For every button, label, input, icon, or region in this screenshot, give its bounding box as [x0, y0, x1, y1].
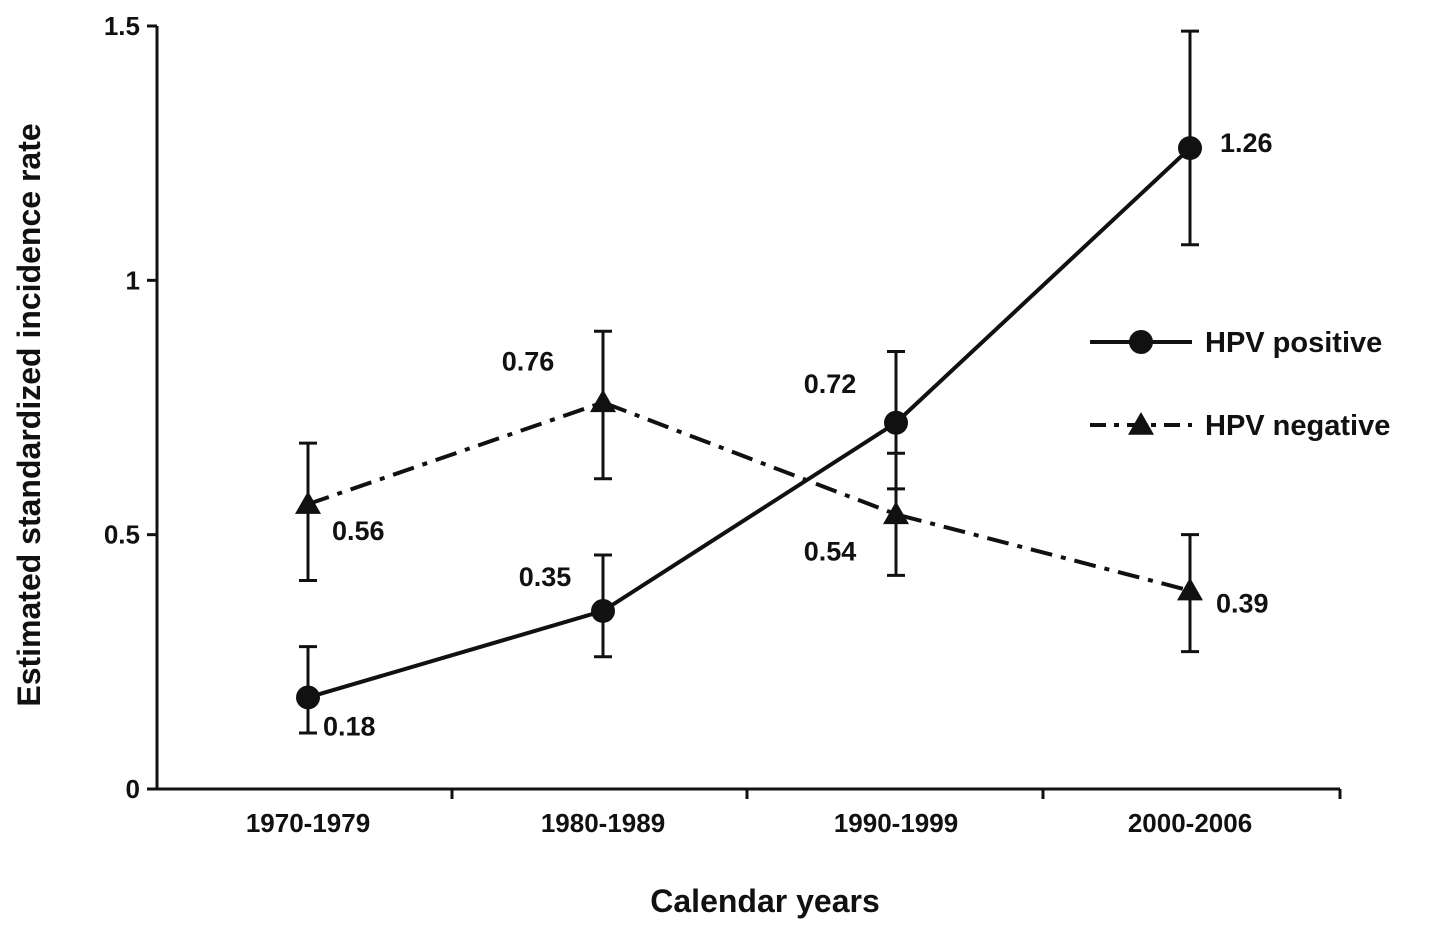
series-hpv-negative	[295, 329, 1203, 654]
x-tick-label: 1990-1999	[834, 808, 958, 838]
circle-marker	[1178, 136, 1202, 161]
y-tick-label: 0.5	[104, 520, 140, 550]
circle-marker	[591, 598, 615, 623]
circle-marker	[296, 685, 320, 710]
series-line	[307, 146, 1192, 700]
x-tick-label: 2000-2006	[1128, 808, 1252, 838]
data-label: 0.72	[804, 369, 857, 399]
y-tick-label: 1	[126, 265, 140, 295]
circle-marker	[884, 410, 908, 435]
legend: HPV positive HPV negative	[1090, 327, 1390, 442]
triangle-marker	[883, 501, 909, 525]
circle-marker	[1129, 330, 1153, 354]
triangle-marker	[1177, 577, 1203, 601]
x-tick-label: 1980-1989	[541, 808, 665, 838]
x-axis-title: Calendar years	[650, 883, 879, 919]
legend-label: HPV negative	[1205, 410, 1390, 442]
triangle-marker	[1128, 412, 1154, 435]
data-label: 1.26	[1220, 128, 1273, 158]
series-hpv-positive	[296, 29, 1202, 735]
triangle-marker	[295, 491, 321, 514]
legend-item-hpv-negative: HPV negative	[1090, 410, 1390, 442]
series-layer	[295, 29, 1203, 735]
triangle-marker	[590, 389, 616, 413]
data-label: 0.39	[1216, 589, 1269, 619]
data-label: 0.56	[332, 516, 385, 546]
data-label: 0.76	[502, 346, 555, 376]
y-axis-title: Estimated standardized incidence rate	[11, 123, 47, 706]
legend-label: HPV positive	[1205, 327, 1382, 359]
axes	[155, 26, 1340, 791]
y-axis-ticks: 0 0.5 1 1.5	[104, 11, 157, 804]
x-axis-ticks: 1970-1979 1980-1989 1990-1999 2000-2006	[246, 789, 1342, 838]
data-label: 0.18	[323, 711, 376, 741]
x-tick-label: 1970-1979	[246, 808, 370, 838]
legend-item-hpv-positive: HPV positive	[1090, 327, 1382, 359]
data-labels: 0.18 0.35 0.72 1.26 0.56 0.76 0.54 0.39	[323, 128, 1273, 741]
data-label: 0.54	[804, 536, 857, 566]
data-label: 0.35	[519, 562, 572, 592]
y-tick-label: 0	[126, 774, 140, 804]
y-tick-label: 1.5	[104, 11, 140, 41]
series-line	[307, 400, 1191, 593]
